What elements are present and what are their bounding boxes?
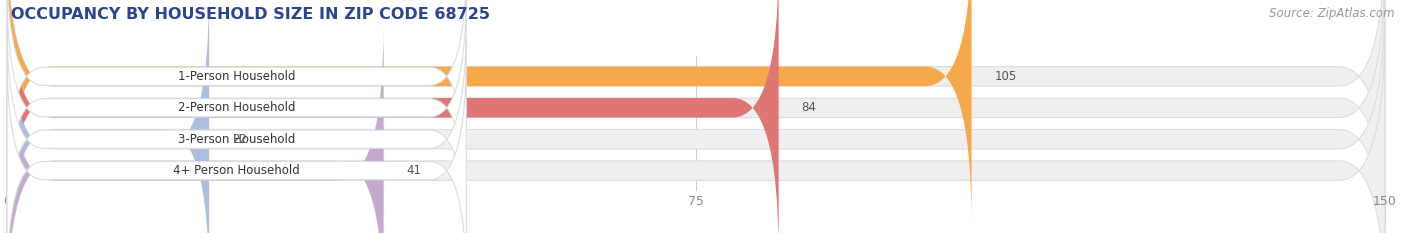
Text: 22: 22 <box>232 133 247 146</box>
Text: 41: 41 <box>406 164 422 177</box>
FancyBboxPatch shape <box>7 54 467 233</box>
FancyBboxPatch shape <box>7 23 1385 233</box>
Text: OCCUPANCY BY HOUSEHOLD SIZE IN ZIP CODE 68725: OCCUPANCY BY HOUSEHOLD SIZE IN ZIP CODE … <box>11 7 491 22</box>
FancyBboxPatch shape <box>7 0 209 233</box>
FancyBboxPatch shape <box>7 0 1385 233</box>
Text: 3-Person Household: 3-Person Household <box>179 133 295 146</box>
FancyBboxPatch shape <box>7 0 972 224</box>
FancyBboxPatch shape <box>7 23 467 233</box>
FancyBboxPatch shape <box>7 0 467 193</box>
FancyBboxPatch shape <box>7 0 1385 233</box>
FancyBboxPatch shape <box>7 0 1385 224</box>
FancyBboxPatch shape <box>7 0 467 224</box>
Text: 2-Person Household: 2-Person Household <box>179 101 295 114</box>
Text: Source: ZipAtlas.com: Source: ZipAtlas.com <box>1270 7 1395 20</box>
Text: 1-Person Household: 1-Person Household <box>179 70 295 83</box>
Text: 84: 84 <box>801 101 817 114</box>
Text: 4+ Person Household: 4+ Person Household <box>173 164 299 177</box>
Text: 105: 105 <box>994 70 1017 83</box>
FancyBboxPatch shape <box>7 23 384 233</box>
FancyBboxPatch shape <box>7 0 779 233</box>
